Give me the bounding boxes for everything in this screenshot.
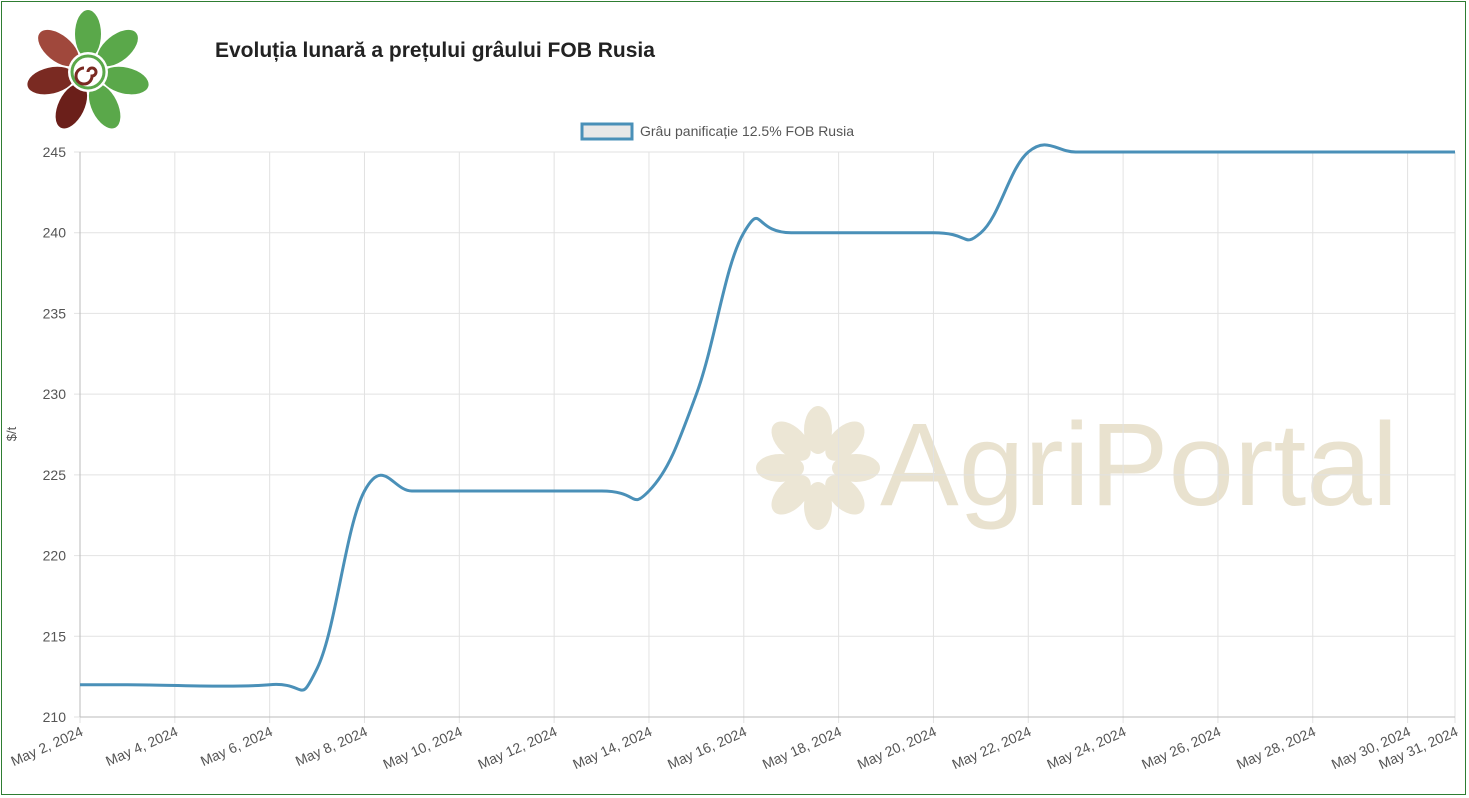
legend-label: Grâu panificație 12.5% FOB Rusia (640, 123, 854, 139)
x-tick-label: May 4, 2024 (103, 723, 180, 769)
legend-swatch (580, 122, 634, 141)
y-tick-label: 240 (43, 225, 67, 241)
y-tick-label: 215 (43, 628, 67, 644)
x-tick-label: May 10, 2024 (381, 723, 465, 772)
x-tick-label: May 6, 2024 (198, 723, 275, 769)
y-tick-label: 220 (43, 548, 67, 564)
chart-title: Evoluția lunară a prețului grâului FOB R… (215, 39, 655, 62)
x-tick-label: May 8, 2024 (293, 723, 370, 769)
watermark-logo (756, 406, 880, 530)
logo (27, 10, 149, 129)
line (80, 143, 1455, 692)
x-tick-label: May 22, 2024 (949, 723, 1033, 772)
x-tick-label: May 18, 2024 (760, 723, 844, 772)
x-tick-label: May 24, 2024 (1044, 723, 1128, 772)
y-tick-label: 210 (43, 709, 67, 725)
watermark: AgriPortal (880, 399, 1398, 531)
x-tick-label: May 14, 2024 (570, 723, 654, 772)
y-tick-label: 225 (43, 467, 67, 483)
x-tick-label: May 2, 2024 (8, 723, 85, 769)
y-tick-label: 230 (43, 386, 67, 402)
y-tick-label: 235 (43, 305, 67, 321)
y-axis-label: $/t (4, 426, 19, 441)
y-tick-label: 245 (43, 144, 67, 160)
x-tick-label: May 28, 2024 (1234, 723, 1318, 772)
x-tick-label: May 16, 2024 (665, 723, 749, 772)
x-tick-label: May 12, 2024 (475, 723, 559, 772)
x-tick-label: May 20, 2024 (855, 723, 939, 772)
x-tick-label: May 26, 2024 (1139, 723, 1223, 772)
